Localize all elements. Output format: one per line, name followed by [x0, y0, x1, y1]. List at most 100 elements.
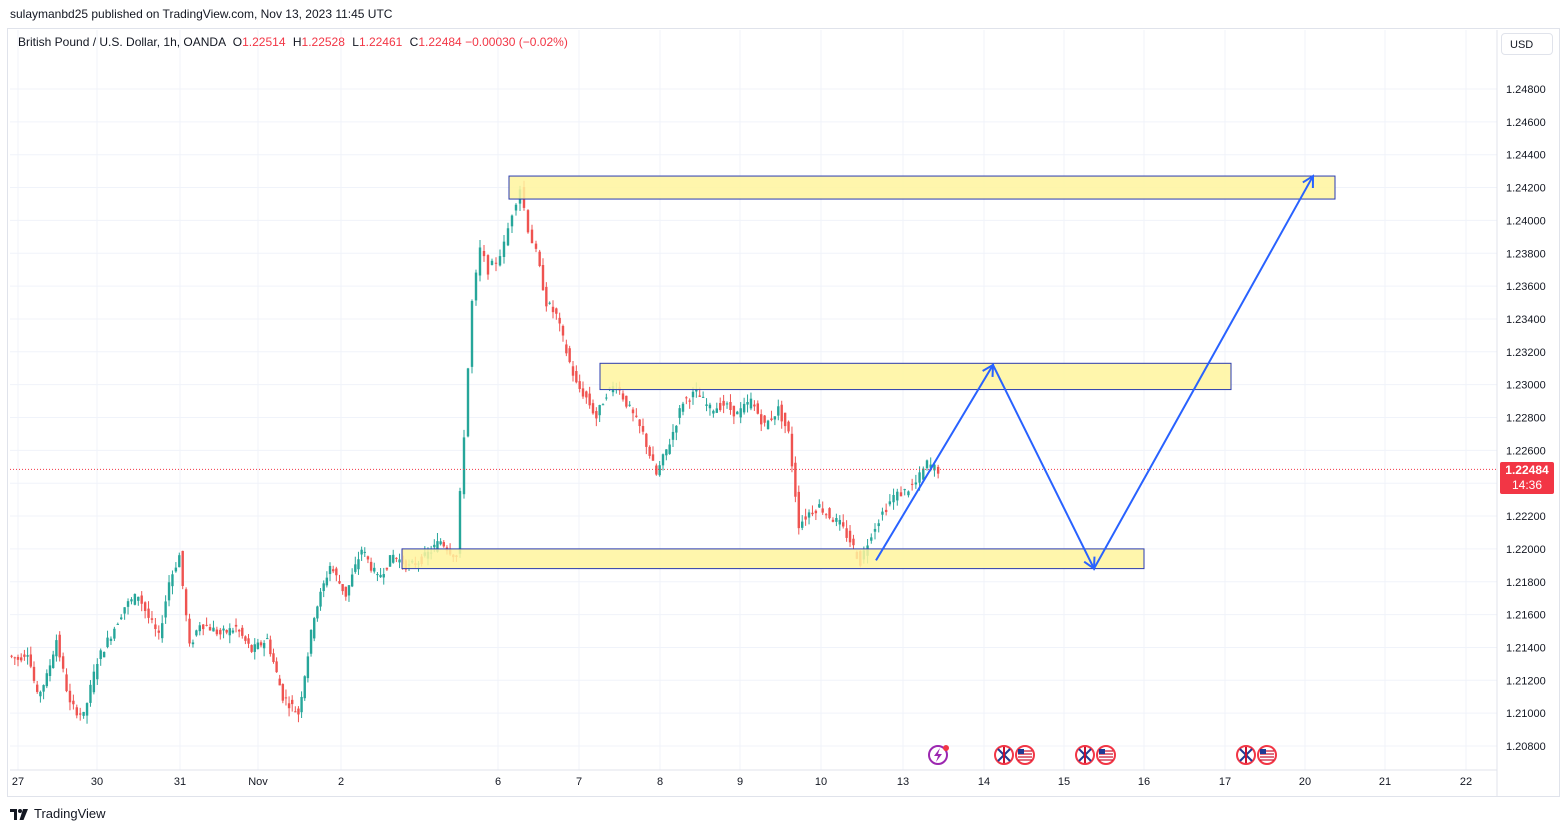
candle-body [648, 446, 651, 456]
footer-brand-label: TradingView [34, 806, 106, 821]
candle-body [474, 272, 478, 301]
candle-body [262, 642, 266, 649]
candle-body [181, 550, 184, 586]
candle-body [322, 583, 325, 592]
candle-body [514, 204, 518, 211]
candle-body [888, 501, 892, 505]
time-tick-label: 21 [1379, 776, 1391, 788]
candle-body [498, 256, 502, 266]
candle-body [651, 454, 655, 461]
us-flag-icon [1096, 745, 1116, 765]
candle-body [250, 645, 253, 652]
economic-events-14 [994, 745, 1035, 765]
candle-body [278, 678, 281, 686]
footer-brand[interactable]: TradingView [10, 805, 106, 823]
candle-body [29, 654, 32, 667]
candle-body [140, 595, 143, 604]
price-tick-label: 1.21600 [1506, 610, 1546, 622]
candle-body [212, 627, 215, 632]
time-tick-label: 14 [978, 776, 990, 788]
candle-body [555, 308, 558, 314]
candle-body [601, 404, 605, 406]
chart-frame [7, 28, 1560, 797]
candle-body [433, 544, 436, 548]
candle-body [366, 556, 370, 560]
candle-body [123, 607, 126, 614]
candle-body [215, 629, 219, 635]
candle-body [797, 491, 800, 529]
candle-body [814, 510, 818, 514]
candle-body [581, 388, 585, 397]
projection-arrowhead [1083, 556, 1096, 571]
candle-body [316, 606, 319, 619]
high-value: 1.22528 [301, 35, 345, 49]
candle-body [442, 542, 445, 547]
candle-body [16, 656, 20, 660]
candle-body [736, 411, 739, 415]
candle-body [32, 666, 36, 681]
candle-body [335, 568, 338, 576]
candle-body [287, 703, 291, 709]
candle-body [188, 618, 191, 644]
candle-body [631, 409, 635, 414]
candle-body [195, 630, 198, 636]
candle-body [749, 398, 753, 409]
projection-path [875, 174, 1315, 571]
time-tick-label: 2 [338, 776, 344, 788]
candle-body [341, 584, 344, 592]
economic-events-15 [1075, 745, 1116, 765]
candle-body [756, 403, 759, 414]
candle-body [466, 368, 470, 437]
candle-body [605, 397, 608, 399]
candle-body [625, 395, 628, 407]
candle-body [338, 581, 341, 584]
candle-body [266, 638, 269, 640]
candle-body [881, 511, 884, 515]
candle-body [578, 381, 581, 389]
candle-body [130, 599, 133, 602]
candle-body [36, 684, 39, 692]
candle-body [143, 602, 147, 611]
candle-body [154, 624, 157, 630]
candle-body [331, 569, 335, 572]
close-value: 1.22484 [418, 35, 462, 49]
time-tick-label: 27 [12, 776, 24, 788]
candle-body [259, 642, 263, 646]
candle-body [925, 460, 929, 469]
candle-body [783, 412, 787, 427]
price-tick-label: 1.21400 [1506, 642, 1546, 654]
zone-resistance-high [508, 175, 1336, 200]
candle-body [628, 404, 631, 406]
price-axis: 1.24800 1.24600 1.24400 1.24200 1.24000 1.238… [1496, 30, 1546, 796]
candle-body [739, 408, 742, 418]
candle-body [746, 402, 749, 405]
price-tick-label: 1.21000 [1506, 708, 1546, 720]
candle-body [244, 636, 247, 641]
candle-body [494, 262, 498, 264]
candle-body [635, 415, 638, 417]
symbol-legend: British Pound / U.S. Dollar, 1h, OANDA O… [18, 34, 568, 50]
candle-body [922, 468, 925, 480]
time-tick-label: 9 [737, 776, 743, 788]
currency-button[interactable]: USD [1501, 33, 1553, 55]
change-value: −0.00030 (−0.02%) [465, 35, 568, 49]
candle-body [363, 551, 366, 553]
time-tick-label: 15 [1058, 776, 1070, 788]
candle-body [770, 418, 773, 421]
projection-arrowhead [982, 363, 995, 377]
candle-body [538, 251, 541, 266]
candle-body [385, 567, 389, 570]
candle-body [269, 639, 272, 655]
candle-body [102, 652, 106, 658]
candle-body [13, 657, 16, 659]
candle-body [831, 519, 835, 522]
candle-body [884, 509, 888, 513]
candle-body [705, 404, 708, 406]
candle-body [873, 528, 877, 532]
candle-body [42, 685, 45, 692]
close-label: C [409, 35, 419, 49]
symbol-name[interactable]: British Pound / U.S. Dollar, 1h, OANDA [18, 35, 226, 49]
candle-body [10, 655, 13, 657]
candle-body [698, 395, 701, 397]
